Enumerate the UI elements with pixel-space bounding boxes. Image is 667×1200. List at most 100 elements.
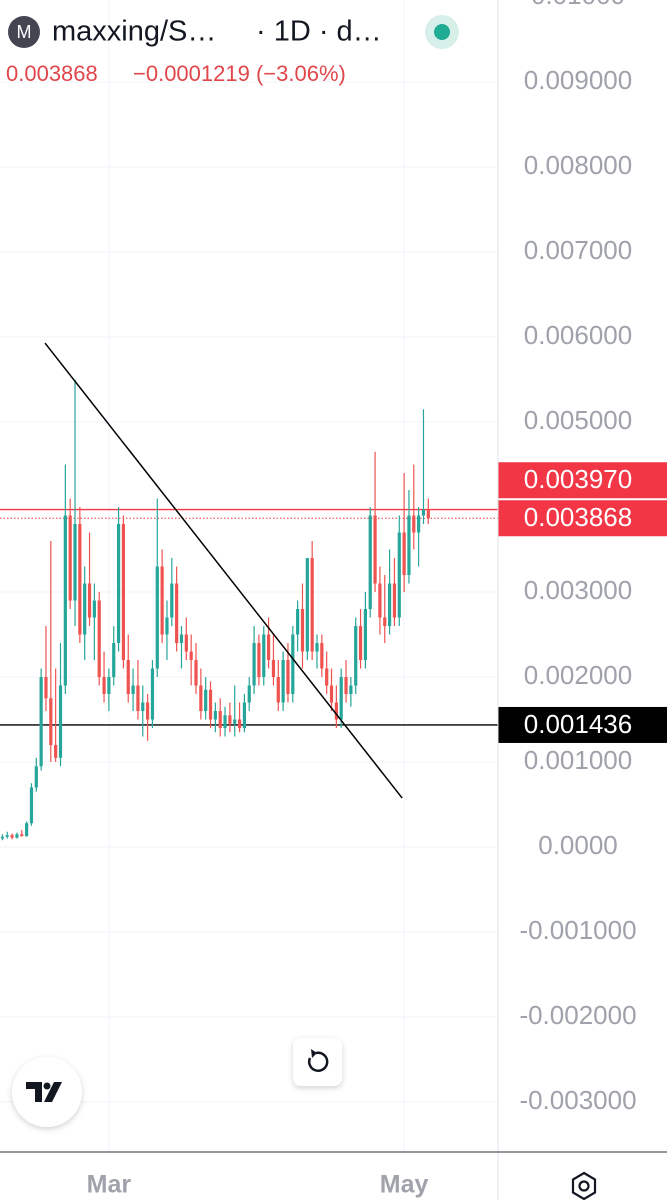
y-tick-label: 0.01000 [531,0,625,10]
candle-body [136,685,140,712]
candle-body [63,515,67,686]
candle-body [15,834,19,838]
trend-line [44,342,403,799]
settings-icon[interactable] [571,1171,597,1200]
candle-body [378,583,382,618]
candle-body [329,685,334,703]
candle-body [170,583,174,618]
candle-body [126,660,130,695]
candle-body [315,643,319,652]
y-tick-label: -0.002000 [519,1000,636,1030]
candle-body [5,835,9,837]
candle-body [262,634,266,678]
candle-body [349,685,353,695]
x-tick-label: Mar [87,1171,132,1199]
candle-body [179,634,184,644]
price-label: 0.001436 [524,709,632,739]
y-tick-label: 0.001000 [524,745,632,775]
candle-body [0,836,5,839]
candle-body [10,835,14,838]
candle-body [102,677,106,695]
symbol-icon-letter: M [17,22,32,42]
candle-body [257,643,261,678]
candle-body [237,719,242,729]
symbol-name[interactable]: maxxing/S… [52,16,216,48]
logo-badge[interactable] [12,1057,82,1127]
y-tick-label: -0.001000 [519,915,636,945]
candle-body [373,515,377,584]
price-label: 0.003970 [524,464,632,494]
interval[interactable]: · 1D · d… [256,16,382,48]
candle-body [344,677,348,695]
candle-body [286,660,290,695]
candle-body [83,583,87,635]
price-label-box [498,500,667,537]
candle-body [417,515,421,533]
symbol-icon [8,16,40,48]
candle-body [146,702,150,720]
y-tick-label: 0.008000 [524,150,632,180]
candle-body [199,685,203,712]
candle-body [39,677,43,767]
candle-body [131,685,135,695]
candle-body [165,617,169,635]
candle-body [247,685,251,703]
reset-icon-arrow [311,1049,317,1058]
reset-icon [307,1051,329,1072]
candle-body [407,515,411,576]
reset-button-bg[interactable] [293,1038,342,1086]
candle-body [421,509,426,516]
candle-body [305,558,309,652]
logo-mark [26,1082,62,1102]
price-axis: 0.01000 0.009000 0.008000 0.007000 0.006000 0… [498,0,667,1115]
candle-body [58,685,63,758]
candle-body [358,626,363,661]
candle-body [383,617,387,627]
price-label: 0.003868 [524,502,632,532]
candle-body [25,823,29,836]
candle-body [320,643,324,669]
candle-body [281,660,285,703]
candle-body [97,600,101,678]
candle-body [426,509,430,519]
market-status[interactable] [434,24,450,40]
candle-body [155,566,159,669]
candle-body [368,515,372,610]
candle-body [54,745,58,758]
y-tick-label: 0.006000 [524,320,632,350]
candle-body [107,677,111,695]
candle-body [194,660,198,686]
candle-body [223,715,227,729]
candle-body [387,583,392,627]
candle-body [334,702,338,720]
y-tick-label: 0.005000 [524,405,632,435]
candle-body [354,626,358,686]
price-label-box [498,462,667,499]
candle-body [310,558,314,652]
y-tick-label: 0.009000 [524,65,632,95]
candle-body [228,715,232,724]
candle-body [116,524,121,644]
candle-body [402,532,406,576]
y-tick-label: -0.003000 [519,1085,636,1115]
last-price: 0.003868 [6,61,98,86]
tradingview-logo[interactable] [12,1057,82,1127]
candle-body [397,532,401,618]
candle-body [252,643,256,686]
candle-body [412,515,416,533]
candle-body [68,515,72,601]
candle-body [204,689,208,712]
legend-header: M maxxing/S… · 1D · d… 0.003868 −0.00012… [6,15,459,86]
y-tick-label: 0.003000 [524,575,632,605]
x-tick-label: May [380,1171,429,1199]
candle-body [92,600,96,618]
reset-chart-button[interactable] [293,1038,342,1086]
candle-body [392,583,397,618]
candle-body [271,660,276,678]
candle-body [160,566,164,635]
y-tick-label: 0.007000 [524,235,632,265]
candle-body [175,583,179,644]
y-tick-label: 0.002000 [524,660,632,690]
